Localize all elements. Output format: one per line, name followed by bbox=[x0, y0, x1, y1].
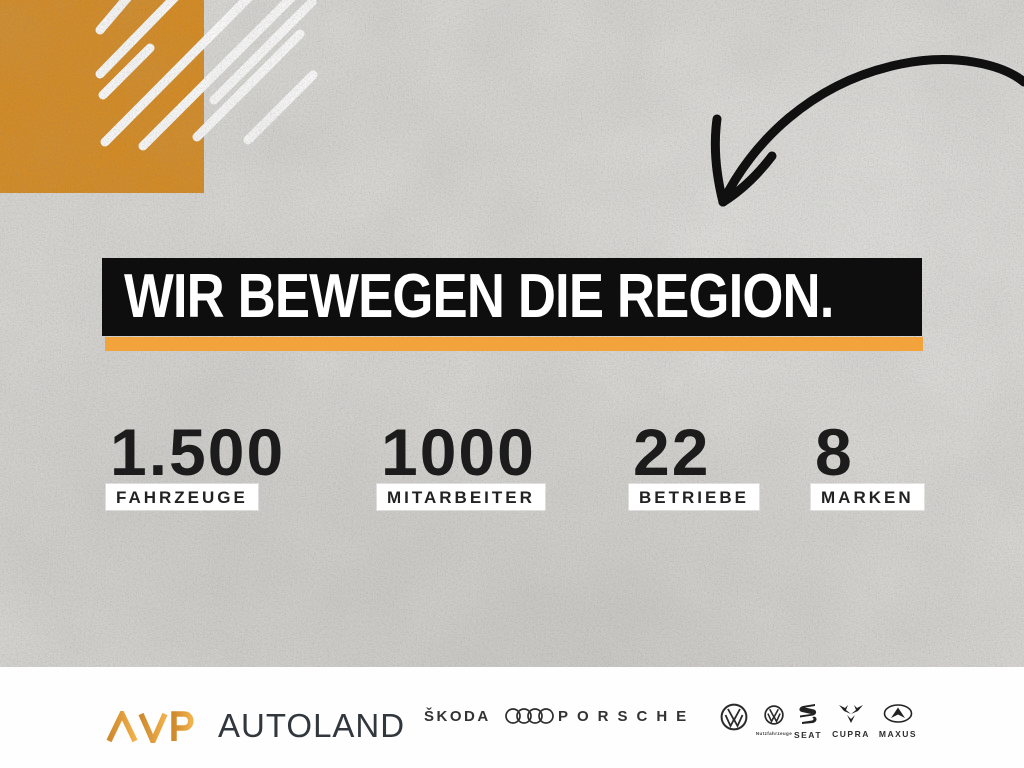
seat-label: SEAT bbox=[793, 730, 823, 740]
stat-value: 8 bbox=[815, 415, 854, 489]
cupra-logo: CUPRA bbox=[828, 704, 874, 739]
vw-nutzfahrzeuge-logo: Nutzfahrzeuge bbox=[752, 705, 796, 736]
vw-nutzfahrzeuge-icon bbox=[764, 705, 784, 725]
cupra-label: CUPRA bbox=[832, 729, 870, 739]
headline-banner: WIR BEWEGEN DIE REGION. bbox=[102, 258, 922, 336]
maxus-emblem-icon bbox=[883, 704, 913, 723]
maxus-label: MAXUS bbox=[878, 729, 918, 739]
vw-logo-icon bbox=[720, 703, 748, 731]
audi-rings-icon bbox=[505, 708, 554, 724]
cupra-horns-icon bbox=[839, 705, 863, 723]
vw-nutzfahrzeuge-label: Nutzfahrzeuge bbox=[755, 731, 793, 736]
stat-betriebe: 22 BETRIEBE bbox=[629, 415, 759, 510]
maxus-logo: MAXUS bbox=[876, 704, 920, 739]
stat-value: 22 bbox=[633, 415, 711, 489]
avp-company-name: AUTOLAND bbox=[218, 707, 406, 744]
skoda-wordmark: ŠKODA bbox=[424, 708, 491, 725]
headline-underline bbox=[105, 337, 923, 351]
stat-label: MITARBEITER bbox=[377, 484, 545, 510]
avp-autoland-logo: AUTOLAND bbox=[106, 709, 404, 744]
stat-value: 1.500 bbox=[110, 415, 286, 489]
headline-text: WIR BEWEGEN DIE REGION. bbox=[124, 262, 834, 331]
stat-label: MARKEN bbox=[811, 484, 924, 510]
diagonal-stripes-decoration bbox=[95, 0, 318, 151]
stat-marken: 8 MARKEN bbox=[811, 415, 924, 510]
curved-arrow-decoration bbox=[710, 55, 1024, 207]
stat-fahrzeuge: 1.500 FAHRZEUGE bbox=[106, 415, 286, 510]
seat-s-icon bbox=[799, 704, 817, 724]
stat-label: BETRIEBE bbox=[629, 484, 759, 510]
stat-value: 1000 bbox=[381, 415, 536, 489]
seat-logo: SEAT bbox=[788, 704, 828, 740]
stat-mitarbeiter: 1000 MITARBEITER bbox=[377, 415, 545, 510]
stat-label: FAHRZEUGE bbox=[106, 484, 258, 510]
porsche-wordmark: PORSCHE bbox=[558, 708, 696, 725]
avp-wordmark-icon bbox=[106, 711, 194, 743]
